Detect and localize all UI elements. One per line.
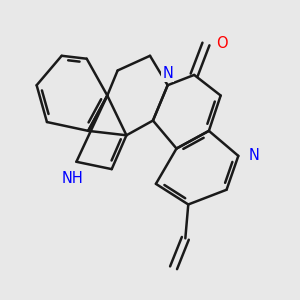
Text: O: O: [216, 37, 227, 52]
Text: N: N: [162, 66, 173, 81]
Text: NH: NH: [61, 171, 83, 186]
Text: N: N: [248, 148, 259, 164]
